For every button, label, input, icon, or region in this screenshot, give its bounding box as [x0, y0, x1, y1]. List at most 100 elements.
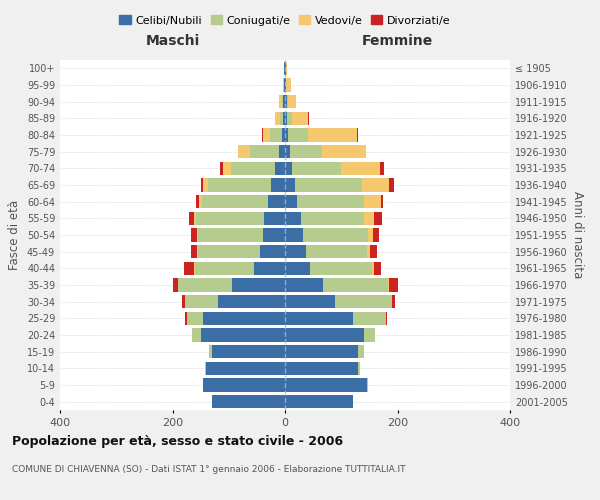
- Bar: [195, 262, 254, 275]
- Bar: [287, 95, 288, 108]
- Bar: [192, 328, 200, 342]
- Bar: [198, 245, 260, 258]
- Bar: [187, 312, 203, 325]
- Text: COMUNE DI CHIAVENNA (SO) - Dati ISTAT 1° gennaio 2006 - Elaborazione TUTTITALIA.: COMUNE DI CHIAVENNA (SO) - Dati ISTAT 1°…: [12, 465, 406, 474]
- Bar: [280, 145, 285, 158]
- Bar: [238, 145, 250, 158]
- Bar: [285, 112, 287, 125]
- Bar: [283, 95, 285, 108]
- Bar: [285, 162, 292, 175]
- Bar: [323, 278, 388, 291]
- Bar: [386, 312, 388, 325]
- Bar: [200, 328, 285, 342]
- Bar: [198, 228, 263, 241]
- Bar: [392, 295, 395, 308]
- Text: Maschi: Maschi: [145, 34, 200, 48]
- Bar: [197, 228, 198, 241]
- Bar: [322, 145, 366, 158]
- Bar: [182, 295, 185, 308]
- Bar: [357, 128, 358, 141]
- Bar: [286, 78, 290, 92]
- Bar: [285, 95, 287, 108]
- Bar: [285, 378, 367, 392]
- Bar: [185, 312, 187, 325]
- Bar: [286, 62, 287, 75]
- Bar: [285, 145, 290, 158]
- Bar: [263, 228, 285, 241]
- Bar: [389, 178, 394, 192]
- Bar: [367, 245, 370, 258]
- Bar: [189, 212, 194, 225]
- Bar: [218, 295, 285, 308]
- Bar: [199, 195, 202, 208]
- Bar: [307, 245, 367, 258]
- Bar: [254, 262, 285, 275]
- Bar: [209, 345, 212, 358]
- Bar: [203, 178, 208, 192]
- Bar: [262, 128, 263, 141]
- Bar: [200, 178, 203, 192]
- Bar: [212, 345, 285, 358]
- Bar: [263, 128, 270, 141]
- Bar: [275, 112, 280, 125]
- Bar: [358, 362, 360, 375]
- Bar: [374, 262, 380, 275]
- Bar: [285, 395, 353, 408]
- Bar: [270, 128, 282, 141]
- Text: Popolazione per età, sesso e stato civile - 2006: Popolazione per età, sesso e stato civil…: [12, 435, 343, 448]
- Bar: [280, 95, 282, 108]
- Bar: [220, 162, 223, 175]
- Y-axis label: Fasce di età: Fasce di età: [8, 200, 21, 270]
- Bar: [282, 128, 285, 141]
- Bar: [250, 145, 280, 158]
- Bar: [191, 245, 197, 258]
- Bar: [232, 278, 285, 291]
- Bar: [205, 362, 206, 375]
- Bar: [184, 262, 194, 275]
- Bar: [285, 278, 323, 291]
- Bar: [358, 345, 364, 358]
- Bar: [285, 178, 295, 192]
- Bar: [292, 162, 341, 175]
- Bar: [223, 162, 231, 175]
- Bar: [208, 178, 271, 192]
- Bar: [301, 212, 364, 225]
- Bar: [374, 212, 382, 225]
- Bar: [341, 162, 380, 175]
- Bar: [364, 328, 375, 342]
- Bar: [173, 278, 178, 291]
- Bar: [285, 128, 288, 141]
- Bar: [288, 95, 296, 108]
- Bar: [282, 95, 283, 108]
- Bar: [285, 362, 358, 375]
- Bar: [285, 262, 310, 275]
- Bar: [310, 262, 372, 275]
- Bar: [308, 128, 357, 141]
- Bar: [263, 212, 285, 225]
- Bar: [285, 212, 301, 225]
- Bar: [285, 78, 286, 92]
- Bar: [178, 278, 232, 291]
- Bar: [298, 195, 364, 208]
- Bar: [380, 195, 383, 208]
- Bar: [285, 245, 307, 258]
- Bar: [353, 312, 386, 325]
- Bar: [287, 112, 292, 125]
- Bar: [203, 378, 285, 392]
- Text: Femmine: Femmine: [362, 34, 433, 48]
- Bar: [212, 395, 285, 408]
- Bar: [290, 145, 322, 158]
- Bar: [368, 228, 373, 241]
- Bar: [285, 295, 335, 308]
- Legend: Celibi/Nubili, Coniugati/e, Vedovi/e, Divorziati/e: Celibi/Nubili, Coniugati/e, Vedovi/e, Di…: [115, 10, 455, 30]
- Bar: [285, 228, 303, 241]
- Bar: [288, 128, 308, 141]
- Bar: [275, 162, 285, 175]
- Bar: [303, 228, 368, 241]
- Bar: [268, 195, 285, 208]
- Bar: [361, 178, 389, 192]
- Bar: [373, 228, 379, 241]
- Bar: [202, 195, 268, 208]
- Bar: [203, 312, 285, 325]
- Bar: [231, 162, 275, 175]
